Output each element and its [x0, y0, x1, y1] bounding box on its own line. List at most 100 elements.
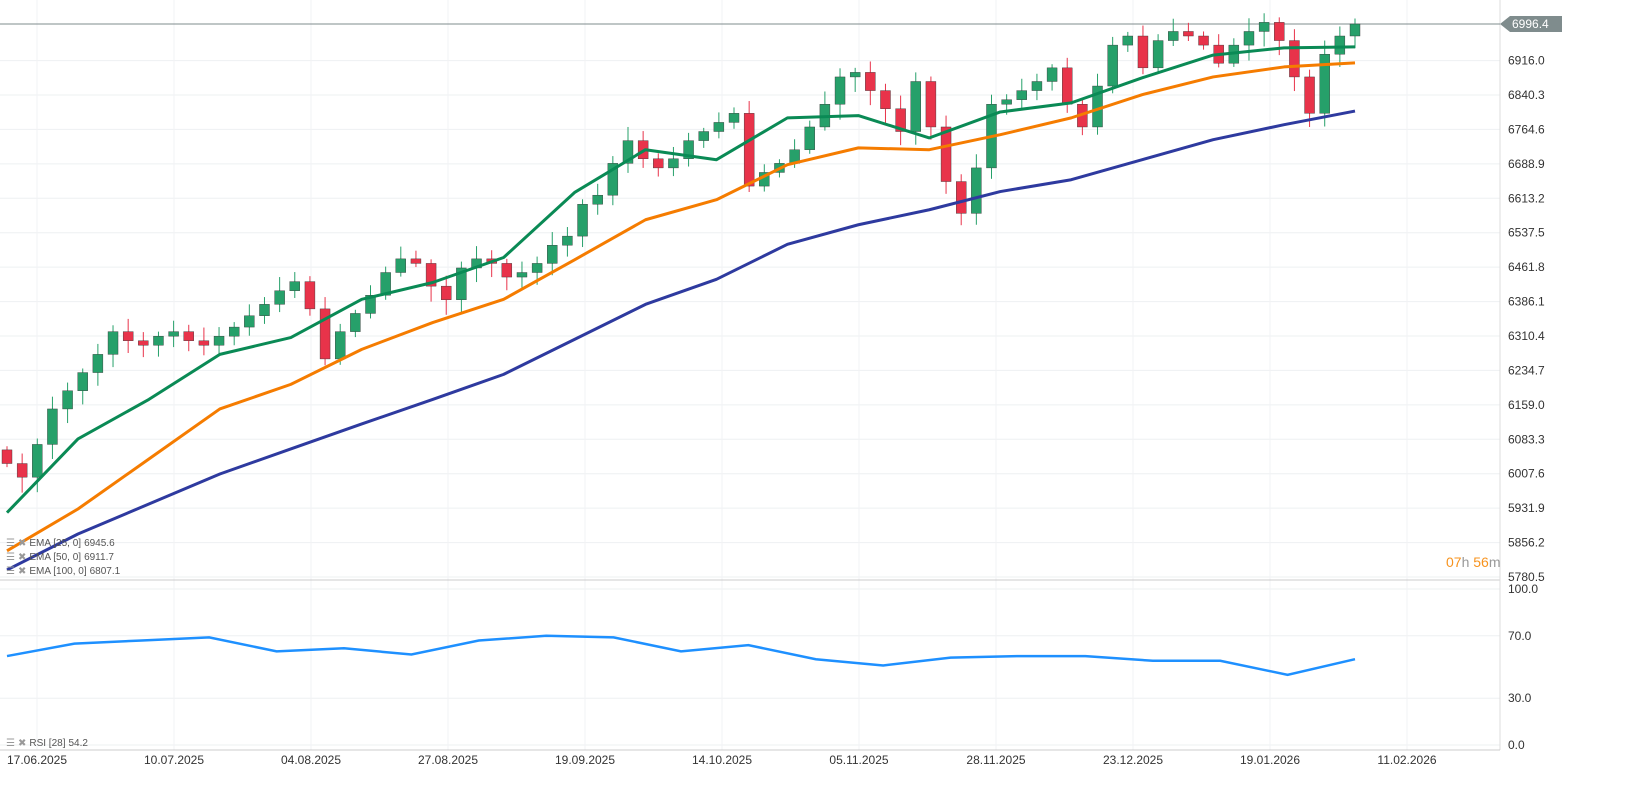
- candle: [971, 167, 982, 214]
- candle: [804, 126, 815, 150]
- candle: [122, 331, 134, 341]
- y-tick-label: 6007.6: [1508, 467, 1545, 481]
- y-tick-label: 6310.4: [1508, 329, 1545, 343]
- candle: [1243, 31, 1255, 46]
- legend-ema100[interactable]: ☰ ✖ EMA [100, 0] 6807.1: [6, 566, 121, 577]
- candle: [1319, 53, 1330, 114]
- legend-ema25[interactable]: ☰ ✖ EMA [25, 0] 6945.6: [6, 538, 115, 549]
- candle: [168, 331, 179, 337]
- y-tick-label: 6461.8: [1508, 260, 1545, 274]
- ema-line-2: [6, 109, 1356, 572]
- candle: [244, 315, 255, 328]
- candle: [1183, 31, 1194, 37]
- ema-line-1: [6, 61, 1356, 553]
- rsi-y-tick-label: 100.0: [1508, 582, 1538, 596]
- x-tick-label: 28.11.2025: [966, 753, 1025, 767]
- y-tick-label: 6537.5: [1508, 226, 1545, 240]
- candle: [940, 126, 952, 182]
- candle: [395, 258, 406, 273]
- candle: [425, 263, 437, 287]
- candle: [107, 331, 119, 355]
- candle: [228, 326, 240, 337]
- candle: [622, 140, 634, 164]
- y-tick-label: 6159.0: [1508, 398, 1545, 412]
- y-tick-label: 6840.3: [1508, 88, 1545, 102]
- candle: [1289, 40, 1300, 78]
- y-tick-label: 6613.2: [1508, 191, 1545, 205]
- menu-icon[interactable]: ☰: [6, 538, 15, 549]
- close-icon[interactable]: ✖: [17, 538, 27, 549]
- candle: [198, 340, 210, 346]
- rsi-y-tick-label: 30.0: [1508, 691, 1532, 705]
- candle: [213, 335, 225, 346]
- menu-icon[interactable]: ☰: [6, 566, 15, 577]
- candle: [335, 331, 346, 360]
- x-tick-label: 19.01.2026: [1240, 753, 1300, 767]
- candle: [895, 108, 906, 132]
- candle: [259, 304, 270, 316]
- x-tick-label: 17.06.2025: [7, 753, 67, 767]
- menu-icon[interactable]: ☰: [6, 738, 15, 749]
- candle: [865, 72, 876, 91]
- candle: [319, 308, 331, 360]
- candle: [441, 285, 452, 300]
- x-tick-label: 11.02.2026: [1377, 753, 1436, 767]
- y-tick-label: 5931.9: [1508, 501, 1545, 515]
- candle: [1152, 40, 1164, 69]
- candle: [698, 131, 709, 141]
- candle: [380, 272, 391, 296]
- candle: [1107, 44, 1118, 87]
- candle: [516, 272, 528, 278]
- y-tick-label: 6688.9: [1508, 157, 1545, 171]
- candle: [1168, 31, 1179, 41]
- candle: [713, 122, 725, 132]
- x-tick-label: 04.08.2025: [281, 753, 341, 767]
- close-icon[interactable]: ✖: [17, 552, 27, 563]
- candle: [350, 313, 361, 332]
- candle: [728, 113, 740, 123]
- menu-icon[interactable]: ☰: [6, 552, 15, 563]
- candle: [925, 81, 937, 128]
- candle: [668, 158, 679, 169]
- candle: [1031, 81, 1043, 91]
- legend-ema50[interactable]: ☰ ✖ EMA [50, 0] 6911.7: [6, 552, 114, 563]
- candle: [501, 263, 513, 278]
- candle: [547, 245, 558, 264]
- x-tick-label: 14.10.2025: [692, 753, 752, 767]
- candle: [410, 258, 422, 264]
- rsi-y-tick-label: 70.0: [1508, 629, 1532, 643]
- last-price-badge: [1500, 16, 1562, 32]
- candle: [653, 158, 664, 169]
- candle: [849, 72, 861, 78]
- y-tick-label: 5780.5: [1508, 570, 1545, 584]
- last-price-label: 6996.4: [1512, 17, 1549, 31]
- candle: [456, 267, 467, 300]
- close-icon[interactable]: ✖: [17, 738, 27, 749]
- candle: [16, 463, 28, 478]
- close-icon[interactable]: ✖: [17, 566, 27, 577]
- candle: [365, 295, 376, 314]
- candle: [304, 281, 316, 310]
- x-tick-label: 10.07.2025: [144, 753, 204, 767]
- candle: [153, 335, 164, 346]
- candle: [562, 235, 573, 246]
- y-tick-label: 6764.6: [1508, 122, 1545, 136]
- legend-rsi[interactable]: ☰ ✖ RSI [28] 54.2: [6, 738, 88, 749]
- y-tick-label: 6386.1: [1508, 295, 1545, 309]
- candle: [62, 390, 73, 410]
- candle: [289, 281, 300, 291]
- candle-countdown: 07h 56m: [1446, 554, 1501, 570]
- candle: [47, 408, 58, 445]
- candle: [956, 181, 967, 214]
- candle: [1001, 99, 1012, 105]
- candle: [607, 163, 619, 196]
- candle: [1198, 35, 1209, 46]
- x-tick-label: 19.09.2025: [555, 753, 615, 767]
- x-tick-label: 27.08.2025: [418, 753, 478, 767]
- candle: [77, 372, 88, 391]
- candle: [834, 76, 846, 105]
- candle: [183, 331, 194, 341]
- ema-line-0: [5, 45, 1356, 514]
- candle: [592, 194, 603, 205]
